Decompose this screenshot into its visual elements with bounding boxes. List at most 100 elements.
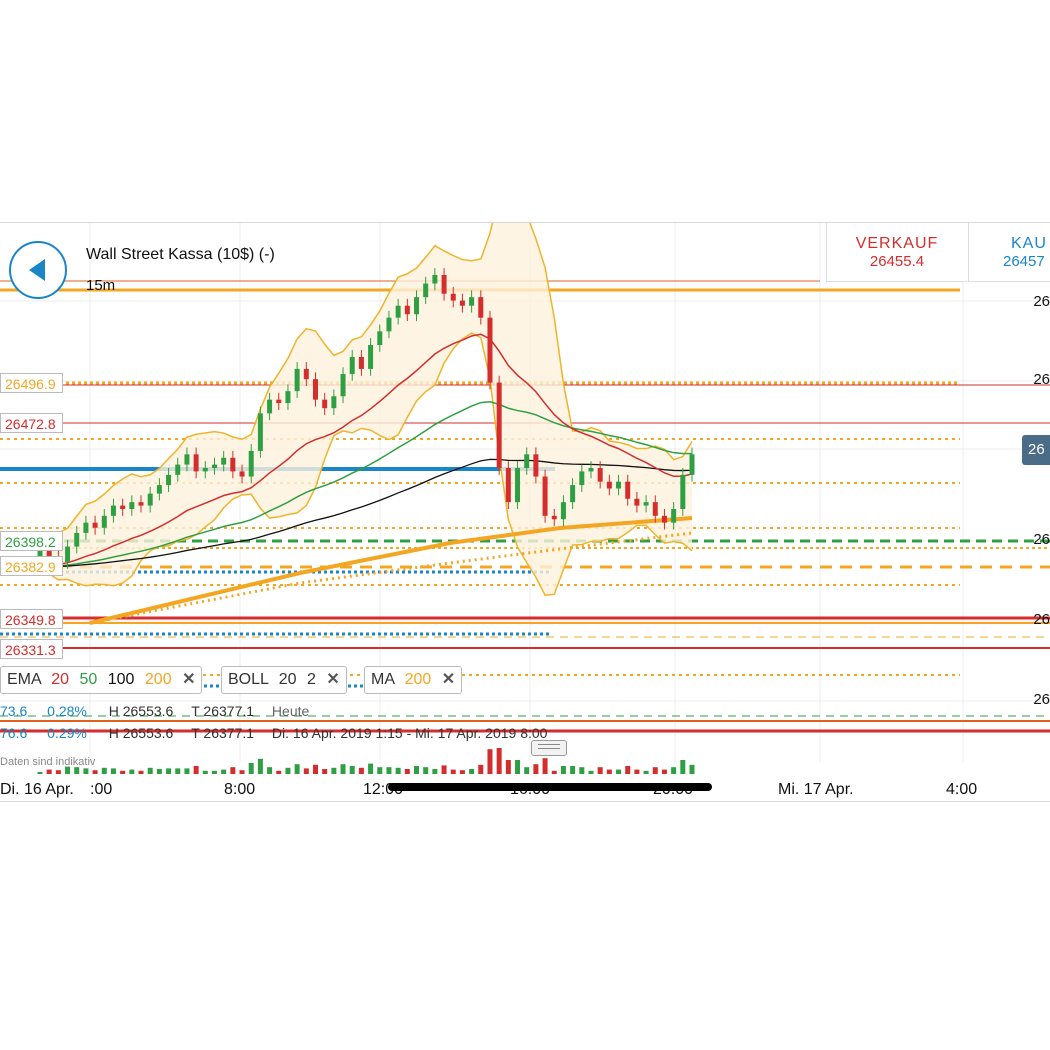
candle-body — [101, 515, 107, 528]
candle-body — [524, 454, 530, 468]
bollinger-upper-line — [39, 223, 693, 538]
y-tick-label: 26 — [1033, 691, 1050, 708]
candle-body — [193, 454, 199, 472]
volume-bar — [616, 769, 622, 774]
boll-name: BOLL — [228, 671, 269, 688]
candle-body — [138, 502, 144, 506]
sell-button[interactable]: VERKAUF 26455.4 — [826, 223, 967, 282]
volume-bar — [551, 770, 557, 774]
volume-bar — [404, 769, 410, 774]
boll-deviation: 2 — [307, 671, 316, 688]
candle-body — [74, 532, 80, 547]
candle-body — [588, 468, 594, 472]
candle-body — [689, 454, 695, 475]
x-axis-label: 8:00 — [224, 781, 256, 798]
info-percent: 0.28% — [47, 703, 87, 719]
volume-bar — [37, 772, 43, 774]
volume-bar — [533, 764, 539, 774]
volume-bar — [221, 769, 227, 774]
close-icon[interactable]: ✕ — [441, 671, 456, 688]
level-label[interactable]: 26496.9 — [0, 373, 63, 393]
candle-body — [248, 450, 254, 477]
price-chart[interactable] — [0, 223, 1050, 801]
close-icon[interactable]: ✕ — [326, 671, 340, 688]
volume-bar — [680, 760, 686, 774]
candle-body — [65, 546, 71, 562]
volume-bar — [156, 769, 162, 774]
candle-body — [312, 379, 318, 400]
boll-period: 20 — [278, 671, 297, 688]
candle-body — [340, 374, 346, 397]
volume-bar — [597, 767, 603, 774]
back-button[interactable] — [9, 241, 67, 299]
candle-body — [560, 502, 566, 520]
volume-bar — [294, 764, 300, 774]
volume-bar — [368, 763, 374, 774]
volume-bar — [120, 770, 126, 774]
level-label[interactable]: 26398.2 — [0, 531, 63, 551]
candle-body — [487, 317, 493, 383]
candle-body — [322, 399, 328, 409]
volume-bar — [147, 767, 153, 774]
candle-body — [643, 502, 649, 506]
candle-body — [120, 505, 126, 509]
volume-bar — [395, 767, 401, 774]
current-price-tag: 26 — [1022, 435, 1050, 465]
timeframe-label[interactable]: 15m — [86, 277, 116, 294]
ma-indicator-chip[interactable]: MA 200 ✕ — [364, 666, 463, 694]
candle-body — [211, 464, 217, 468]
buy-button[interactable]: KAU 26457 — [968, 223, 1050, 282]
info-value: 73.6 — [0, 703, 28, 719]
volume-bar — [606, 769, 612, 774]
disclaimer-text: Daten sind indikativ — [0, 756, 96, 768]
close-icon[interactable]: ✕ — [182, 671, 196, 688]
ema-indicator-chip[interactable]: EMA 20 50 100 200 ✕ — [0, 666, 203, 694]
volume-bar — [414, 766, 420, 774]
candle-body — [377, 331, 383, 345]
volume-bar — [542, 758, 548, 774]
panel-resize-handle[interactable] — [531, 740, 567, 756]
candle-body — [606, 481, 612, 489]
ema-period-20: 20 — [51, 671, 70, 688]
x-axis-label: Di. 16 Apr. — [0, 781, 74, 798]
candle-body — [551, 515, 557, 520]
y-tick-label: 26 — [1033, 293, 1050, 310]
ema-20-line — [39, 333, 693, 567]
level-label[interactable]: 26349.8 — [0, 609, 63, 629]
volume-bar — [478, 764, 484, 774]
level-label[interactable]: 26472.8 — [0, 413, 63, 433]
sell-label: VERKAUF — [855, 235, 939, 252]
volume-bar — [267, 767, 273, 774]
candle-body — [285, 391, 291, 404]
volume-bar — [423, 767, 429, 774]
volume-bar — [166, 768, 172, 774]
candle-body — [202, 468, 208, 472]
ma-name: MA — [371, 671, 395, 688]
volume-bar — [487, 749, 493, 774]
volume-bar — [505, 760, 511, 774]
chart-panel[interactable]: Wall Street Kassa (10$) (-) 15m VERKAUF … — [0, 222, 1050, 802]
volume-bar — [588, 770, 594, 774]
level-label[interactable]: 26331.3 — [0, 639, 63, 659]
candle-body — [579, 471, 585, 486]
boll-indicator-chip[interactable]: BOLL 20 2 ✕ — [221, 666, 347, 694]
buy-label: KAU — [1011, 235, 1047, 252]
candle-body — [652, 502, 658, 516]
volume-bar — [211, 770, 217, 774]
candle-body — [166, 474, 172, 486]
volume-bar — [46, 769, 52, 774]
candle-body — [239, 471, 245, 477]
volume-bar — [377, 767, 383, 774]
info-low: T 26377.1 — [191, 725, 255, 741]
candle-body — [671, 509, 677, 523]
volume-bar — [230, 767, 236, 774]
volume-bar — [129, 769, 135, 774]
candle-body — [616, 481, 622, 489]
candle-body — [221, 457, 227, 465]
bollinger-lower-line — [39, 332, 693, 596]
volume-bar — [83, 768, 89, 774]
home-indicator-bar[interactable] — [388, 783, 712, 791]
level-label[interactable]: 26382.9 — [0, 556, 63, 576]
info-row-today: 73.6 0.28% H 26553.6 T 26377.1 Heute — [0, 703, 309, 719]
volume-bar — [202, 770, 208, 774]
